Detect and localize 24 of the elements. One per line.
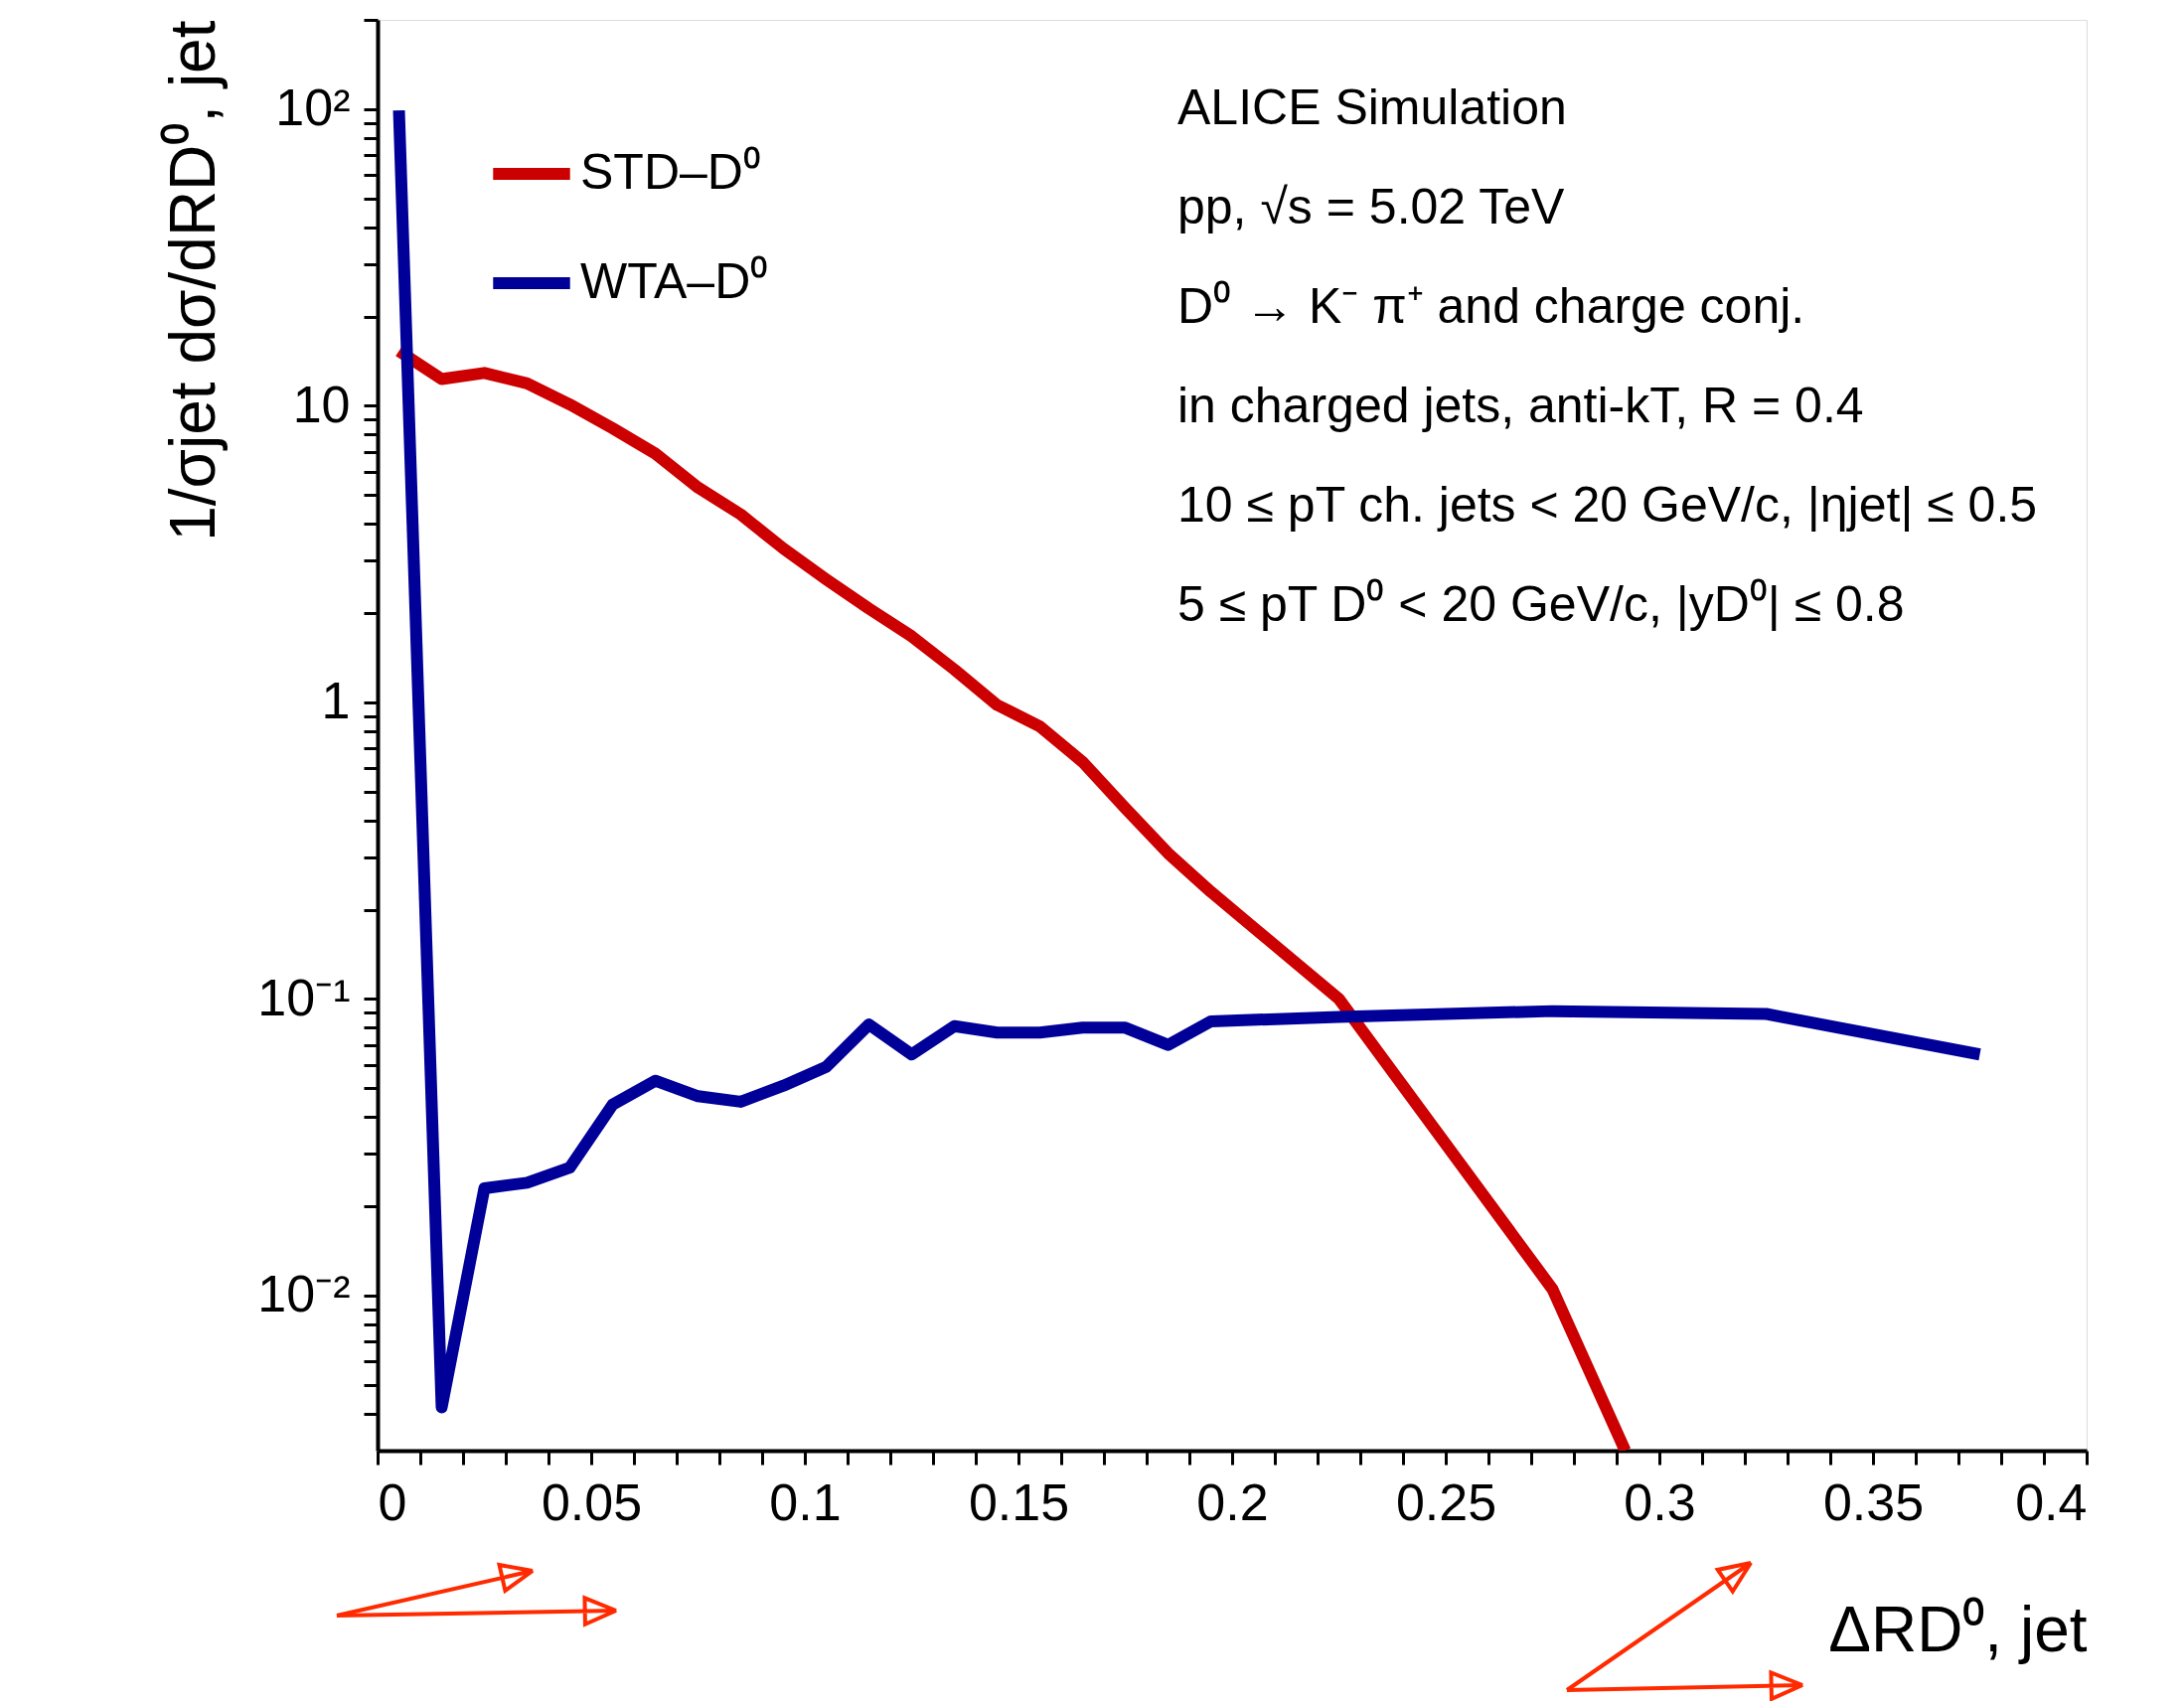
y-tick-label: 10²: [275, 78, 351, 137]
annotation: ALICE Simulation: [1177, 79, 1567, 135]
x-tick-label: 0.1: [769, 1472, 842, 1531]
x-tick-label: 0.15: [968, 1472, 1070, 1531]
annotation: D⁰ → K⁻ π⁺ and charge conj.: [1177, 278, 1805, 334]
x-tick-label: 0.4: [2015, 1472, 2088, 1531]
x-tick-label: 0: [378, 1472, 407, 1531]
y-tick-label: 1: [321, 672, 351, 730]
annotation: 5 ≤ pT D⁰ < 20 GeV/c, |yD⁰| ≤ 0.8: [1177, 576, 1905, 632]
annotation: in charged jets, anti-kT, R = 0.4: [1177, 378, 1864, 433]
x-tick-label: 0.3: [1624, 1472, 1696, 1531]
y-tick-label: 10⁻²: [257, 1265, 351, 1323]
x-tick-label: 0.05: [541, 1472, 643, 1531]
x-tick-label: 0.35: [1822, 1472, 1925, 1531]
x-axis-title: ΔRD⁰, jet: [1828, 1593, 2088, 1665]
x-tick-label: 0.2: [1196, 1472, 1269, 1531]
annotation: pp, √s = 5.02 TeV: [1177, 179, 1565, 234]
legend-label: STD–D⁰: [580, 144, 761, 200]
x-tick-label: 0.25: [1395, 1472, 1497, 1531]
annotation: 10 ≤ pT ch. jets < 20 GeV/c, |ηjet| ≤ 0.5: [1177, 477, 2038, 533]
y-tick-label: 10: [292, 375, 351, 433]
y-tick-label: 10⁻¹: [257, 968, 351, 1026]
legend-label: WTA–D⁰: [580, 253, 769, 309]
y-axis-title: 1/σjet dσ/dRD⁰, jet: [157, 20, 230, 542]
